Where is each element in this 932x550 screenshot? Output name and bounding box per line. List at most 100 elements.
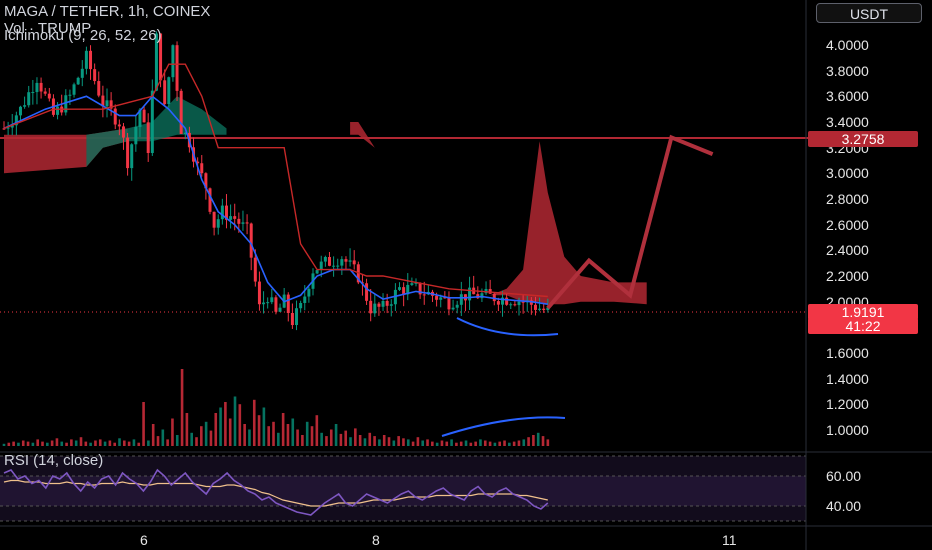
volume-bar <box>296 429 299 446</box>
volume-bar <box>469 442 473 446</box>
candle-body <box>224 205 228 220</box>
volume-bar <box>455 442 458 446</box>
candle-body <box>327 257 331 266</box>
candle-body <box>142 109 146 123</box>
time-tick-label: 11 <box>722 532 737 548</box>
volume-bar <box>387 437 391 446</box>
price-tick-label: 2.2000 <box>826 268 869 284</box>
ichimoku-cloud-bearish-future <box>350 122 647 305</box>
volume-bar <box>89 442 92 446</box>
candle-body <box>163 80 167 105</box>
volume-bar <box>508 442 511 446</box>
annotation-arc-volume <box>441 416 566 437</box>
candle-body <box>398 287 402 290</box>
candle-body <box>35 82 39 93</box>
ichimoku-base-line <box>3 63 548 298</box>
candle-body <box>138 109 142 127</box>
candle-body <box>529 300 533 305</box>
candle-body <box>274 297 278 312</box>
volume-bar <box>445 441 449 446</box>
volume-bar <box>7 442 11 446</box>
volume-bar <box>286 424 290 446</box>
time-tick-label: 8 <box>372 532 380 548</box>
candle-body <box>513 304 517 306</box>
candle-body <box>418 282 422 295</box>
volume-bar <box>344 430 348 446</box>
volume-bar <box>41 441 44 446</box>
price-tick-label: 2.6000 <box>826 216 869 233</box>
volume-bar <box>200 426 203 446</box>
candle-body <box>266 302 270 304</box>
volume-bar <box>26 441 30 446</box>
volume-legend: Vol · TRUMP <box>4 20 92 37</box>
candle-body <box>72 84 76 95</box>
volume-bar <box>329 429 333 446</box>
volume-bar <box>166 439 169 446</box>
projection-path <box>546 134 714 310</box>
volume-bar <box>421 440 425 446</box>
candle-body <box>39 82 43 92</box>
candle-body <box>295 308 299 326</box>
volume-bar <box>257 415 261 446</box>
volume-bar <box>252 399 256 446</box>
candle-body <box>216 219 220 228</box>
candle-countdown: 41:22 <box>808 318 918 334</box>
volume-bar <box>354 428 357 446</box>
candle-body <box>381 300 385 307</box>
candle-body <box>542 308 546 311</box>
candle-body <box>521 301 525 303</box>
volume-bar <box>488 441 492 446</box>
volume-bar <box>435 442 439 446</box>
rsi-ma-line <box>3 479 548 507</box>
volume-bar <box>31 442 35 446</box>
rsi-band <box>0 476 806 506</box>
candle-body <box>257 281 261 305</box>
candle-body <box>377 303 381 307</box>
candle-body <box>196 161 200 164</box>
candle-body <box>443 297 447 299</box>
rsi-tick-label: 60.00 <box>826 468 862 484</box>
volume-bar <box>339 433 343 446</box>
volume-bar <box>243 424 246 446</box>
price-tick-label: 1.6000 <box>826 345 869 361</box>
candle-body <box>315 270 319 274</box>
ichimoku-cloud-bullish <box>86 96 227 167</box>
price-tick-label: 3.0000 <box>826 165 869 182</box>
candle-body <box>344 259 348 262</box>
volume-bar <box>320 432 323 446</box>
volume-bar <box>411 441 415 446</box>
price-tick-label: 2.4000 <box>826 242 869 259</box>
volume-bar <box>426 439 429 446</box>
candle-body <box>241 222 245 224</box>
volume-bar <box>79 437 83 446</box>
last-price-tag: 1.9191 <box>808 304 918 320</box>
candle-body <box>278 307 282 312</box>
level-price-tag: 3.2758 <box>808 131 918 147</box>
candle-body <box>262 302 266 305</box>
currency-button[interactable]: USDT <box>816 3 922 23</box>
price-tick-label: 1.4000 <box>826 370 869 387</box>
volume-bar <box>459 441 463 446</box>
candle-body <box>126 137 130 169</box>
volume-bar <box>50 440 54 446</box>
candle-body <box>97 81 101 96</box>
volume-bar <box>224 402 227 446</box>
volume-bar <box>98 439 102 446</box>
volume-bar <box>171 418 174 446</box>
volume-bar <box>17 442 20 446</box>
volume-bar <box>147 440 150 446</box>
volume-bar <box>301 435 304 446</box>
candle-body <box>332 265 336 267</box>
candle-body <box>183 132 187 135</box>
price-tick-label: 1.0000 <box>826 422 869 438</box>
volume-bar <box>517 440 521 446</box>
candle-body <box>134 126 138 145</box>
volume-bar <box>70 439 73 446</box>
volume-bar <box>21 440 25 446</box>
rsi-legend: RSI (14, close) <box>4 452 104 469</box>
candle-body <box>307 288 311 297</box>
ichimoku-conversion-line <box>3 95 548 305</box>
volume-bar <box>156 436 160 446</box>
symbol-title: MAGA / TETHER, 1h, COINEX <box>4 3 211 20</box>
